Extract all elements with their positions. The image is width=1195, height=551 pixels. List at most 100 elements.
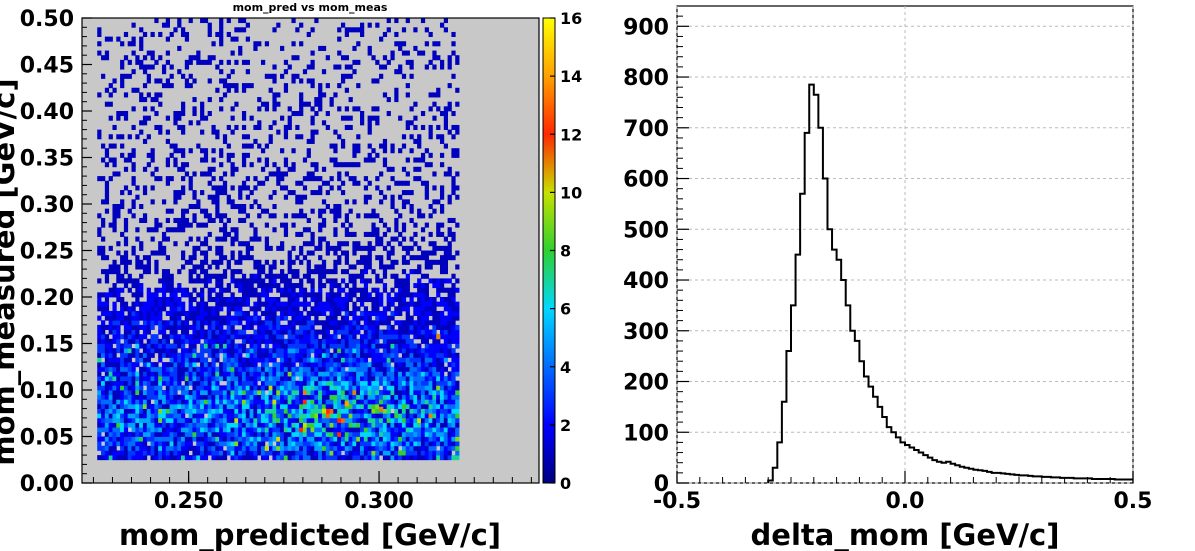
- heatmap-cell: [154, 78, 159, 84]
- heatmap-cell: [340, 338, 346, 344]
- heatmap-cell: [340, 394, 346, 400]
- heatmap-cell: [196, 441, 201, 447]
- heatmap-cell: [302, 287, 308, 293]
- heatmap-cell: [325, 422, 330, 428]
- heatmap-cell: [112, 143, 117, 149]
- heatmap-cell: [436, 310, 441, 316]
- heatmap-cell: [108, 338, 113, 344]
- heatmap-cell: [131, 148, 136, 154]
- heatmap-cell: [443, 111, 448, 117]
- heatmap-cell: [436, 422, 441, 428]
- heatmap-cell: [302, 431, 308, 437]
- heatmap-cell: [120, 231, 125, 237]
- heatmap-cell: [401, 283, 407, 289]
- heatmap-cell: [280, 394, 285, 400]
- heatmap-cell: [413, 436, 418, 442]
- heatmap-cell: [363, 278, 369, 284]
- heatmap-cell: [139, 334, 144, 340]
- heatmap-cell: [226, 380, 231, 386]
- heatmap-cell: [314, 264, 319, 270]
- heatmap-cell: [184, 417, 190, 423]
- heatmap-cell: [245, 297, 250, 303]
- heatmap-cell: [101, 310, 106, 316]
- heatmap-cell: [420, 236, 426, 242]
- heatmap-cell: [447, 394, 452, 400]
- heatmap-cell: [291, 190, 296, 196]
- heatmap-cell: [230, 408, 235, 414]
- heatmap-cell: [367, 250, 372, 256]
- heatmap-cell: [439, 366, 445, 372]
- heatmap-cell: [196, 55, 201, 61]
- heatmap-cell: [192, 269, 197, 275]
- heatmap-cell: [390, 431, 395, 437]
- heatmap-cell: [405, 324, 410, 330]
- heatmap-cell: [386, 264, 391, 270]
- heatmap-cell: [249, 245, 254, 251]
- heatmap-cell: [367, 231, 372, 237]
- heatmap-cell: [451, 455, 456, 461]
- heatmap-cell: [161, 83, 167, 89]
- heatmap-cell: [401, 352, 407, 358]
- heatmap-cell: [146, 357, 151, 363]
- heatmap-cell: [127, 59, 132, 65]
- heatmap-cell: [436, 292, 441, 298]
- heatmap-cell: [131, 352, 136, 358]
- heatmap-cell: [405, 124, 410, 130]
- heatmap-cell: [398, 417, 403, 423]
- heatmap-cell: [268, 366, 273, 372]
- heatmap-cell: [184, 324, 190, 330]
- heatmap-cell: [371, 245, 376, 251]
- heatmap-cell: [272, 329, 277, 335]
- heatmap-cell: [226, 445, 231, 451]
- heatmap-cell: [173, 297, 178, 303]
- heatmap-cell: [192, 97, 197, 103]
- heatmap-cell: [207, 436, 212, 442]
- heatmap-cell: [401, 427, 407, 433]
- heatmap-cell: [222, 427, 228, 433]
- heatmap-cell: [196, 320, 201, 326]
- heatmap-cell: [184, 376, 190, 382]
- heatmap-cell: [184, 366, 190, 372]
- heatmap-cell: [272, 450, 277, 456]
- heatmap-cell: [192, 390, 197, 396]
- heatmap-cell: [165, 157, 170, 163]
- heatmap-cell: [420, 324, 426, 330]
- heatmap-cell: [379, 413, 384, 419]
- heatmap-cell: [280, 334, 285, 340]
- heatmap-cell: [318, 320, 323, 326]
- heatmap-cell: [291, 78, 296, 84]
- heatmap-cell: [451, 152, 456, 158]
- heatmap-cell: [139, 403, 144, 409]
- heatmap-cell: [348, 436, 353, 442]
- heatmap-cell: [420, 297, 426, 303]
- heatmap-cell: [348, 208, 353, 214]
- heatmap-cell: [238, 450, 243, 456]
- heatmap-cell: [287, 334, 292, 340]
- heatmap-cell: [436, 343, 441, 349]
- heatmap-cell: [264, 73, 270, 79]
- heatmap-cell: [188, 455, 193, 461]
- heatmap-cell: [215, 413, 220, 419]
- heatmap-cell: [367, 255, 372, 261]
- heatmap-cell: [161, 408, 167, 414]
- heatmap-cell: [257, 413, 262, 419]
- heatmap-cell: [329, 143, 334, 149]
- heatmap-cell: [363, 357, 369, 363]
- heatmap-cell: [405, 92, 410, 98]
- heatmap-cell: [245, 334, 250, 340]
- heatmap-cell: [230, 269, 235, 275]
- heatmap-cell: [158, 357, 163, 363]
- heatmap-cell: [363, 185, 369, 191]
- heatmap-cell: [398, 455, 403, 461]
- heatmap-cell: [401, 357, 407, 363]
- heatmap-cell: [318, 264, 323, 270]
- heatmap-cell: [230, 445, 235, 451]
- heatmap-cell: [184, 315, 190, 321]
- heatmap-cell: [352, 287, 357, 293]
- heatmap-cell: [382, 431, 388, 437]
- heatmap-cell: [192, 357, 197, 363]
- heatmap-cell: [188, 417, 193, 423]
- heatmap-cell: [348, 64, 353, 70]
- heatmap-cell: [226, 403, 231, 409]
- heatmap-cell: [230, 204, 235, 210]
